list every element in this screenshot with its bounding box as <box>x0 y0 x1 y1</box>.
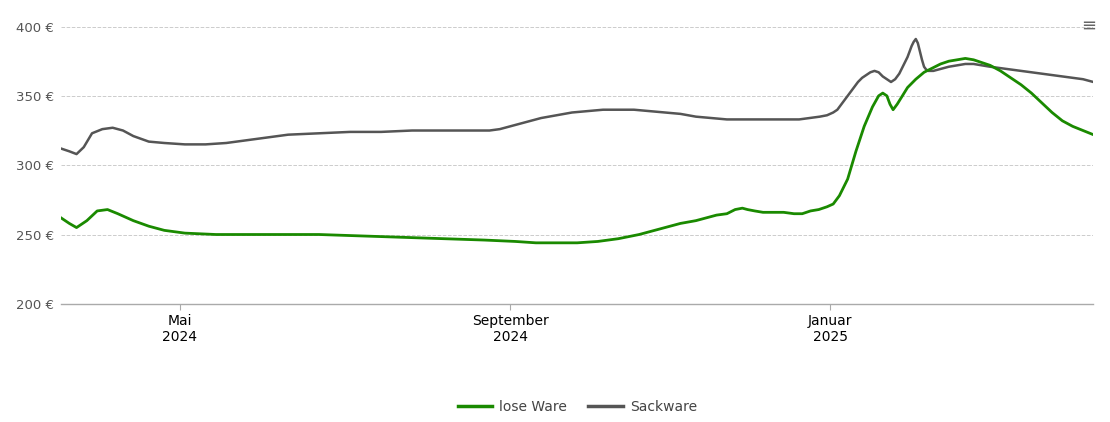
Text: ≡: ≡ <box>1081 17 1097 35</box>
lose Ware <box>740 207 754 212</box>
lose Ware <box>796 211 809 216</box>
Sackware <box>909 36 922 41</box>
lose Ware <box>1087 132 1100 137</box>
lose Ware <box>529 240 543 245</box>
Sackware <box>1087 79 1100 84</box>
lose Ware <box>959 56 972 61</box>
Sackware <box>70 151 83 157</box>
Sackware <box>919 67 932 72</box>
lose Ware <box>54 215 68 220</box>
Sackware <box>504 124 517 129</box>
lose Ware <box>896 93 909 98</box>
Sackware <box>127 133 140 138</box>
Sackware <box>54 146 68 151</box>
Line: lose Ware: lose Ware <box>61 58 1093 243</box>
Legend: lose Ware, Sackware: lose Ware, Sackware <box>452 394 703 419</box>
lose Ware <box>271 232 284 237</box>
lose Ware <box>653 227 666 232</box>
lose Ware <box>101 207 114 212</box>
Sackware <box>856 75 869 80</box>
Sackware <box>827 110 840 115</box>
Sackware <box>85 131 99 136</box>
Line: Sackware: Sackware <box>61 39 1093 154</box>
